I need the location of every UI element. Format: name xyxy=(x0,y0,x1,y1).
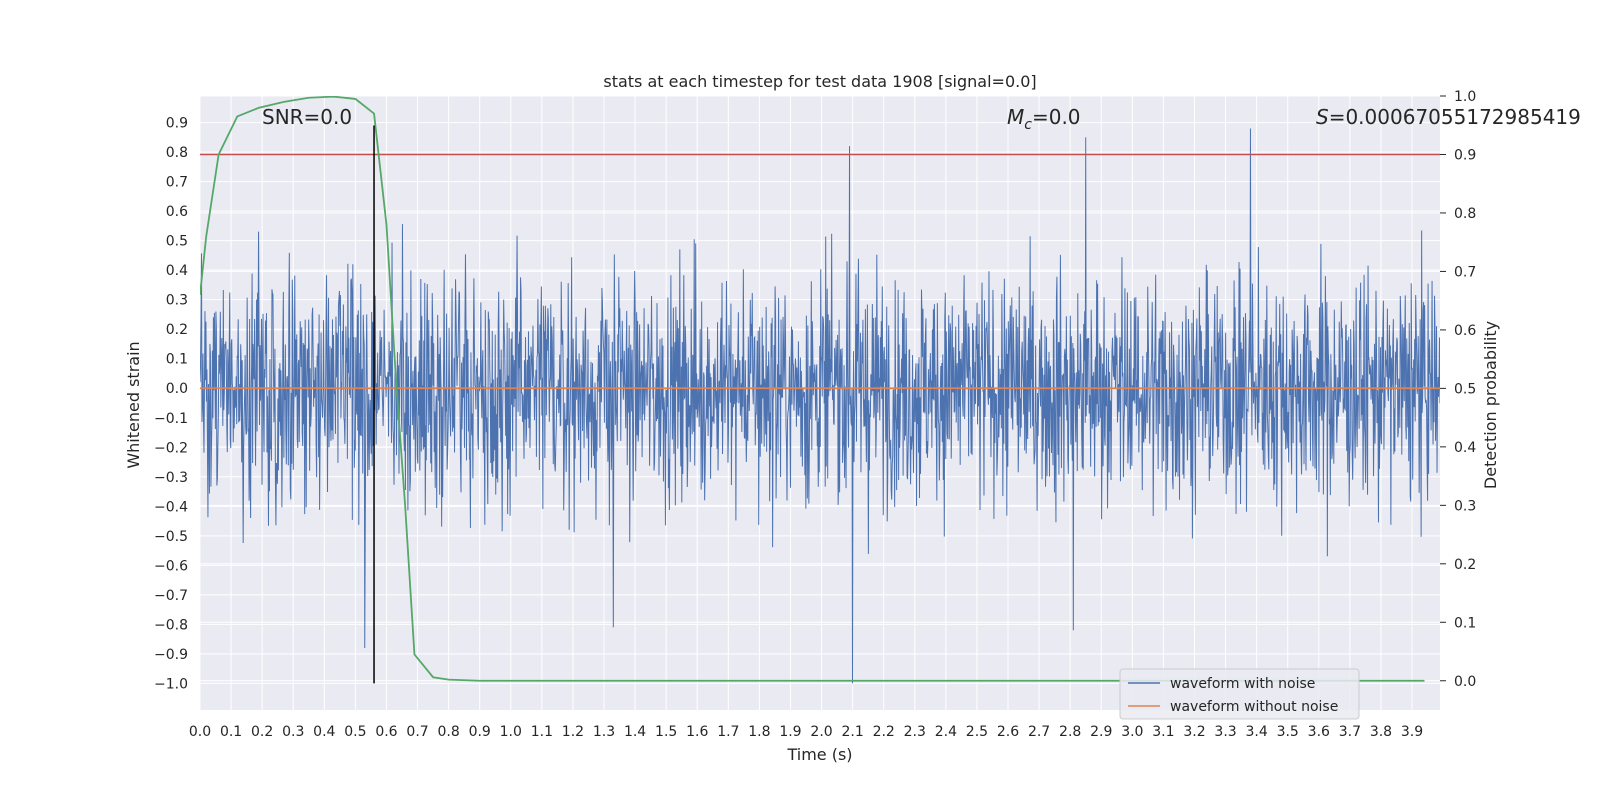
x-tick-label: 3.1 xyxy=(1152,724,1174,740)
y2-tick-label: 0.7 xyxy=(1454,264,1476,280)
y2-tick-label: 0.3 xyxy=(1454,498,1476,514)
legend-box xyxy=(1119,668,1360,720)
chart-title: stats at each timestep for test data 190… xyxy=(603,72,1036,91)
y-tick-label: 0.7 xyxy=(166,175,188,191)
y-tick-label: −0.7 xyxy=(154,588,188,604)
annotation-chirp-mass-value: =0.0 xyxy=(1032,105,1081,129)
annotation-chirp-mass-subscript: c xyxy=(1024,117,1032,133)
y2-tick-label: 0.9 xyxy=(1454,147,1476,163)
y-tick-label: −0.8 xyxy=(154,617,188,633)
x-tick-label: 0.0 xyxy=(189,724,211,740)
x-tick-label: 0.8 xyxy=(437,724,459,740)
x-tick-label: 0.9 xyxy=(469,724,491,740)
x-tick-label: 1.7 xyxy=(717,724,739,740)
x-tick-label: 2.5 xyxy=(966,724,988,740)
x-axis-ticks: 0.0 0.1 0.2 0.3 0.4 0.5 0.6 0.7 0.8 0.9 1.0 1.1 1.2 1… xyxy=(189,724,1423,740)
x-tick-label: 0.4 xyxy=(313,724,335,740)
y-tick-label: 0.3 xyxy=(166,293,188,309)
x-tick-label: 1.1 xyxy=(531,724,553,740)
x-tick-label: 2.6 xyxy=(997,724,1019,740)
x-tick-label: 3.7 xyxy=(1339,724,1361,740)
x-tick-label: 3.5 xyxy=(1277,724,1299,740)
grid xyxy=(199,95,1440,710)
y2-tick-label: 0.0 xyxy=(1454,674,1476,690)
y-tick-label: −0.4 xyxy=(154,499,188,515)
x-tick-label: 1.0 xyxy=(500,724,522,740)
y-tick-label: 0.8 xyxy=(166,145,188,161)
x-tick-label: 0.5 xyxy=(344,724,366,740)
x-tick-label: 2.0 xyxy=(810,724,832,740)
x-tick-label: 3.3 xyxy=(1214,724,1236,740)
y-tick-label: −0.3 xyxy=(154,470,188,486)
y-tick-label: 0.5 xyxy=(166,234,188,250)
x-tick-label: 1.4 xyxy=(624,724,646,740)
annotation-s-symbol: S xyxy=(1316,105,1329,129)
x-tick-label: 2.3 xyxy=(904,724,926,740)
y2-tick-label: 1.0 xyxy=(1454,89,1476,105)
annotation-s-value: =0.00067055172985419 xyxy=(1329,105,1581,129)
x-tick-label: 2.9 xyxy=(1090,724,1112,740)
y-tick-label: −0.6 xyxy=(154,558,188,574)
y-tick-label: 0.0 xyxy=(166,381,188,397)
legend-label-clean: waveform without noise xyxy=(1170,699,1338,715)
x-tick-label: 0.1 xyxy=(220,724,242,740)
y-tick-label: 0.9 xyxy=(166,116,188,132)
detection-probability-line xyxy=(200,96,1425,682)
legend-label-noise: waveform with noise xyxy=(1170,676,1315,692)
x-tick-label: 1.3 xyxy=(593,724,615,740)
x-tick-label: 1.9 xyxy=(779,724,801,740)
x-tick-label: 2.2 xyxy=(873,724,895,740)
x-tick-label: 3.4 xyxy=(1246,724,1268,740)
x-axis-label: Time (s) xyxy=(786,745,852,764)
y2-axis-label: Detection probability xyxy=(1481,321,1500,489)
y2-tick-label: 0.2 xyxy=(1454,557,1476,573)
y-tick-label: −0.5 xyxy=(154,529,188,545)
annotation-chirp-mass-symbol: M xyxy=(1007,105,1024,129)
series-waveform-with-noise xyxy=(200,128,1440,684)
x-tick-label: 2.8 xyxy=(1059,724,1081,740)
x-tick-label: 2.4 xyxy=(935,724,957,740)
y-tick-label: −0.2 xyxy=(154,440,188,456)
x-tick-label: 2.7 xyxy=(1028,724,1050,740)
annotation-chirp-mass: Mc=0.0 xyxy=(1007,105,1081,133)
annotation-snr: SNR=0.0 xyxy=(262,105,352,129)
x-tick-label: 2.1 xyxy=(841,724,863,740)
x-tick-label: 3.0 xyxy=(1121,724,1143,740)
y-tick-label: −0.1 xyxy=(154,411,188,427)
y-axis-label: Whitened strain xyxy=(124,341,143,468)
x-tick-label: 0.3 xyxy=(282,724,304,740)
y-tick-label: 0.2 xyxy=(166,322,188,338)
y2-tick-label: 0.8 xyxy=(1454,206,1476,222)
x-tick-label: 3.6 xyxy=(1308,724,1330,740)
x-tick-label: 0.2 xyxy=(251,724,273,740)
y-tick-label: 0.1 xyxy=(166,352,188,368)
x-tick-label: 0.7 xyxy=(406,724,428,740)
x-tick-label: 1.8 xyxy=(748,724,770,740)
annotation-s: S=0.00067055172985419 xyxy=(1316,105,1581,129)
x-tick-label: 3.9 xyxy=(1401,724,1423,740)
y-axis-ticks: 0.9 0.8 0.7 0.6 0.5 0.4 0.3 0.2 0.1 0.0 −0.1 −0.2 −0… xyxy=(154,116,188,693)
y2-tick-label: 0.6 xyxy=(1454,323,1476,339)
x-tick-label: 3.2 xyxy=(1183,724,1205,740)
y2-tick-label: 0.4 xyxy=(1454,440,1476,456)
legend: waveform with noise waveform without noi… xyxy=(1119,668,1360,720)
y-tick-label: −0.9 xyxy=(154,647,188,663)
y2-tick-label: 0.5 xyxy=(1454,381,1476,397)
x-tick-label: 1.6 xyxy=(686,724,708,740)
waveform-with-noise-line xyxy=(200,128,1440,684)
x-tick-label: 3.8 xyxy=(1370,724,1392,740)
y2-tick-label: 0.1 xyxy=(1454,615,1476,631)
y-tick-label: 0.4 xyxy=(166,263,188,279)
x-tick-label: 1.2 xyxy=(562,724,584,740)
y2-axis-ticks: 1.0 0.9 0.8 0.7 0.6 0.5 0.4 0.3 0.2 0.1 0.0 xyxy=(1440,89,1476,690)
y-tick-label: 0.6 xyxy=(166,204,188,220)
overlay-lines xyxy=(200,96,1440,684)
y-tick-label: −1.0 xyxy=(154,676,188,692)
x-tick-label: 0.6 xyxy=(375,724,397,740)
x-tick-label: 1.5 xyxy=(655,724,677,740)
